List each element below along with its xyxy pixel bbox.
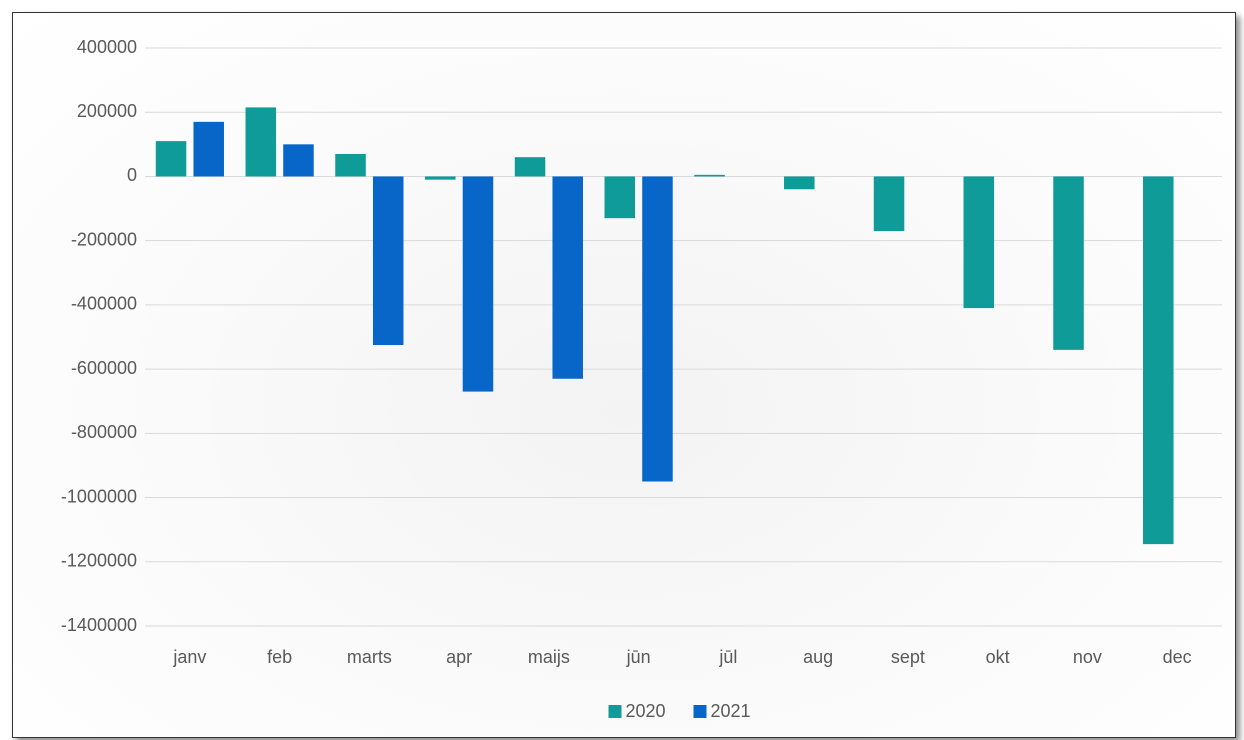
x-tick-label: dec	[1163, 647, 1192, 667]
x-tick-label: okt	[986, 647, 1010, 667]
y-tick-label: -800000	[71, 422, 137, 442]
x-tick-label: nov	[1073, 647, 1102, 667]
y-tick-label: -1200000	[61, 551, 137, 571]
legend-swatch	[608, 705, 622, 718]
bar	[193, 121, 224, 177]
legend-swatch	[693, 705, 707, 718]
y-tick-label: -600000	[71, 358, 137, 378]
bar	[873, 176, 905, 232]
y-tick-label: -400000	[71, 294, 137, 314]
bar	[245, 107, 277, 177]
x-tick-label: sept	[891, 647, 925, 667]
bar	[514, 157, 546, 177]
legend-label: 2020	[626, 701, 666, 721]
y-tick-label: -1000000	[61, 486, 137, 506]
bar	[604, 176, 636, 219]
y-tick-label: 0	[127, 165, 137, 185]
bar	[784, 176, 815, 190]
x-tick-label: jūl	[718, 647, 737, 667]
bar	[1143, 176, 1174, 545]
x-tick-label: jūn	[626, 647, 651, 667]
bar	[552, 176, 583, 379]
bar	[963, 176, 995, 309]
bar	[1053, 176, 1084, 350]
y-tick-label: -1400000	[61, 615, 137, 635]
x-tick-label: apr	[446, 647, 472, 667]
y-tick-label: 400000	[77, 37, 137, 57]
bar	[642, 176, 673, 482]
x-tick-label: feb	[267, 647, 292, 667]
bar	[425, 176, 456, 180]
bar	[372, 176, 404, 346]
x-tick-label: marts	[347, 647, 392, 667]
y-tick-label: -200000	[71, 229, 137, 249]
y-tick-label: 200000	[77, 101, 137, 121]
bar	[283, 144, 314, 177]
bar	[335, 153, 366, 177]
bar	[462, 176, 494, 392]
x-tick-label: maijs	[528, 647, 570, 667]
x-tick-label: janv	[172, 647, 206, 667]
legend-label: 2021	[711, 701, 751, 721]
bar	[694, 174, 725, 177]
x-tick-label: aug	[803, 647, 833, 667]
bar	[155, 141, 187, 177]
